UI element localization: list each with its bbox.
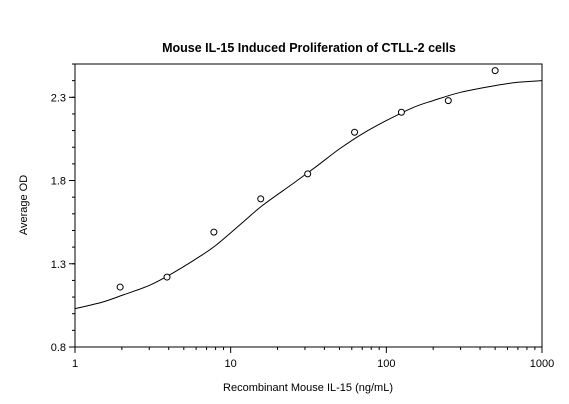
data-point [210, 228, 218, 236]
y-tick-label: 1.3 [51, 259, 66, 271]
data-point [304, 170, 312, 178]
data-points [116, 67, 499, 291]
chart-title: Mouse IL-15 Induced Proliferation of CTL… [162, 41, 456, 55]
x-tick-label: 100 [377, 358, 395, 370]
x-axis: 1 10 100 1000 [72, 347, 554, 370]
y-tick-label: 1.8 [51, 176, 66, 188]
y-tick-label: 2.3 [51, 92, 66, 104]
data-point [351, 128, 359, 136]
data-point [444, 97, 452, 105]
x-tick-label: 1000 [530, 358, 554, 370]
x-tick-label: 10 [225, 358, 237, 370]
y-tick-label: 0.8 [51, 342, 66, 354]
data-point [397, 108, 405, 116]
data-point [257, 195, 265, 203]
x-axis-label: Recombinant Mouse IL-15 (ng/mL) [223, 382, 393, 394]
plot-area-frame [74, 63, 543, 348]
x-tick-label: 1 [72, 358, 78, 370]
data-point [491, 67, 499, 75]
y-axis: 0.8 1.3 1.8 2.3 [51, 63, 75, 354]
data-point [163, 273, 171, 281]
data-point [116, 283, 124, 291]
fit-curve [74, 80, 543, 310]
y-axis-label: Average OD [18, 175, 30, 235]
